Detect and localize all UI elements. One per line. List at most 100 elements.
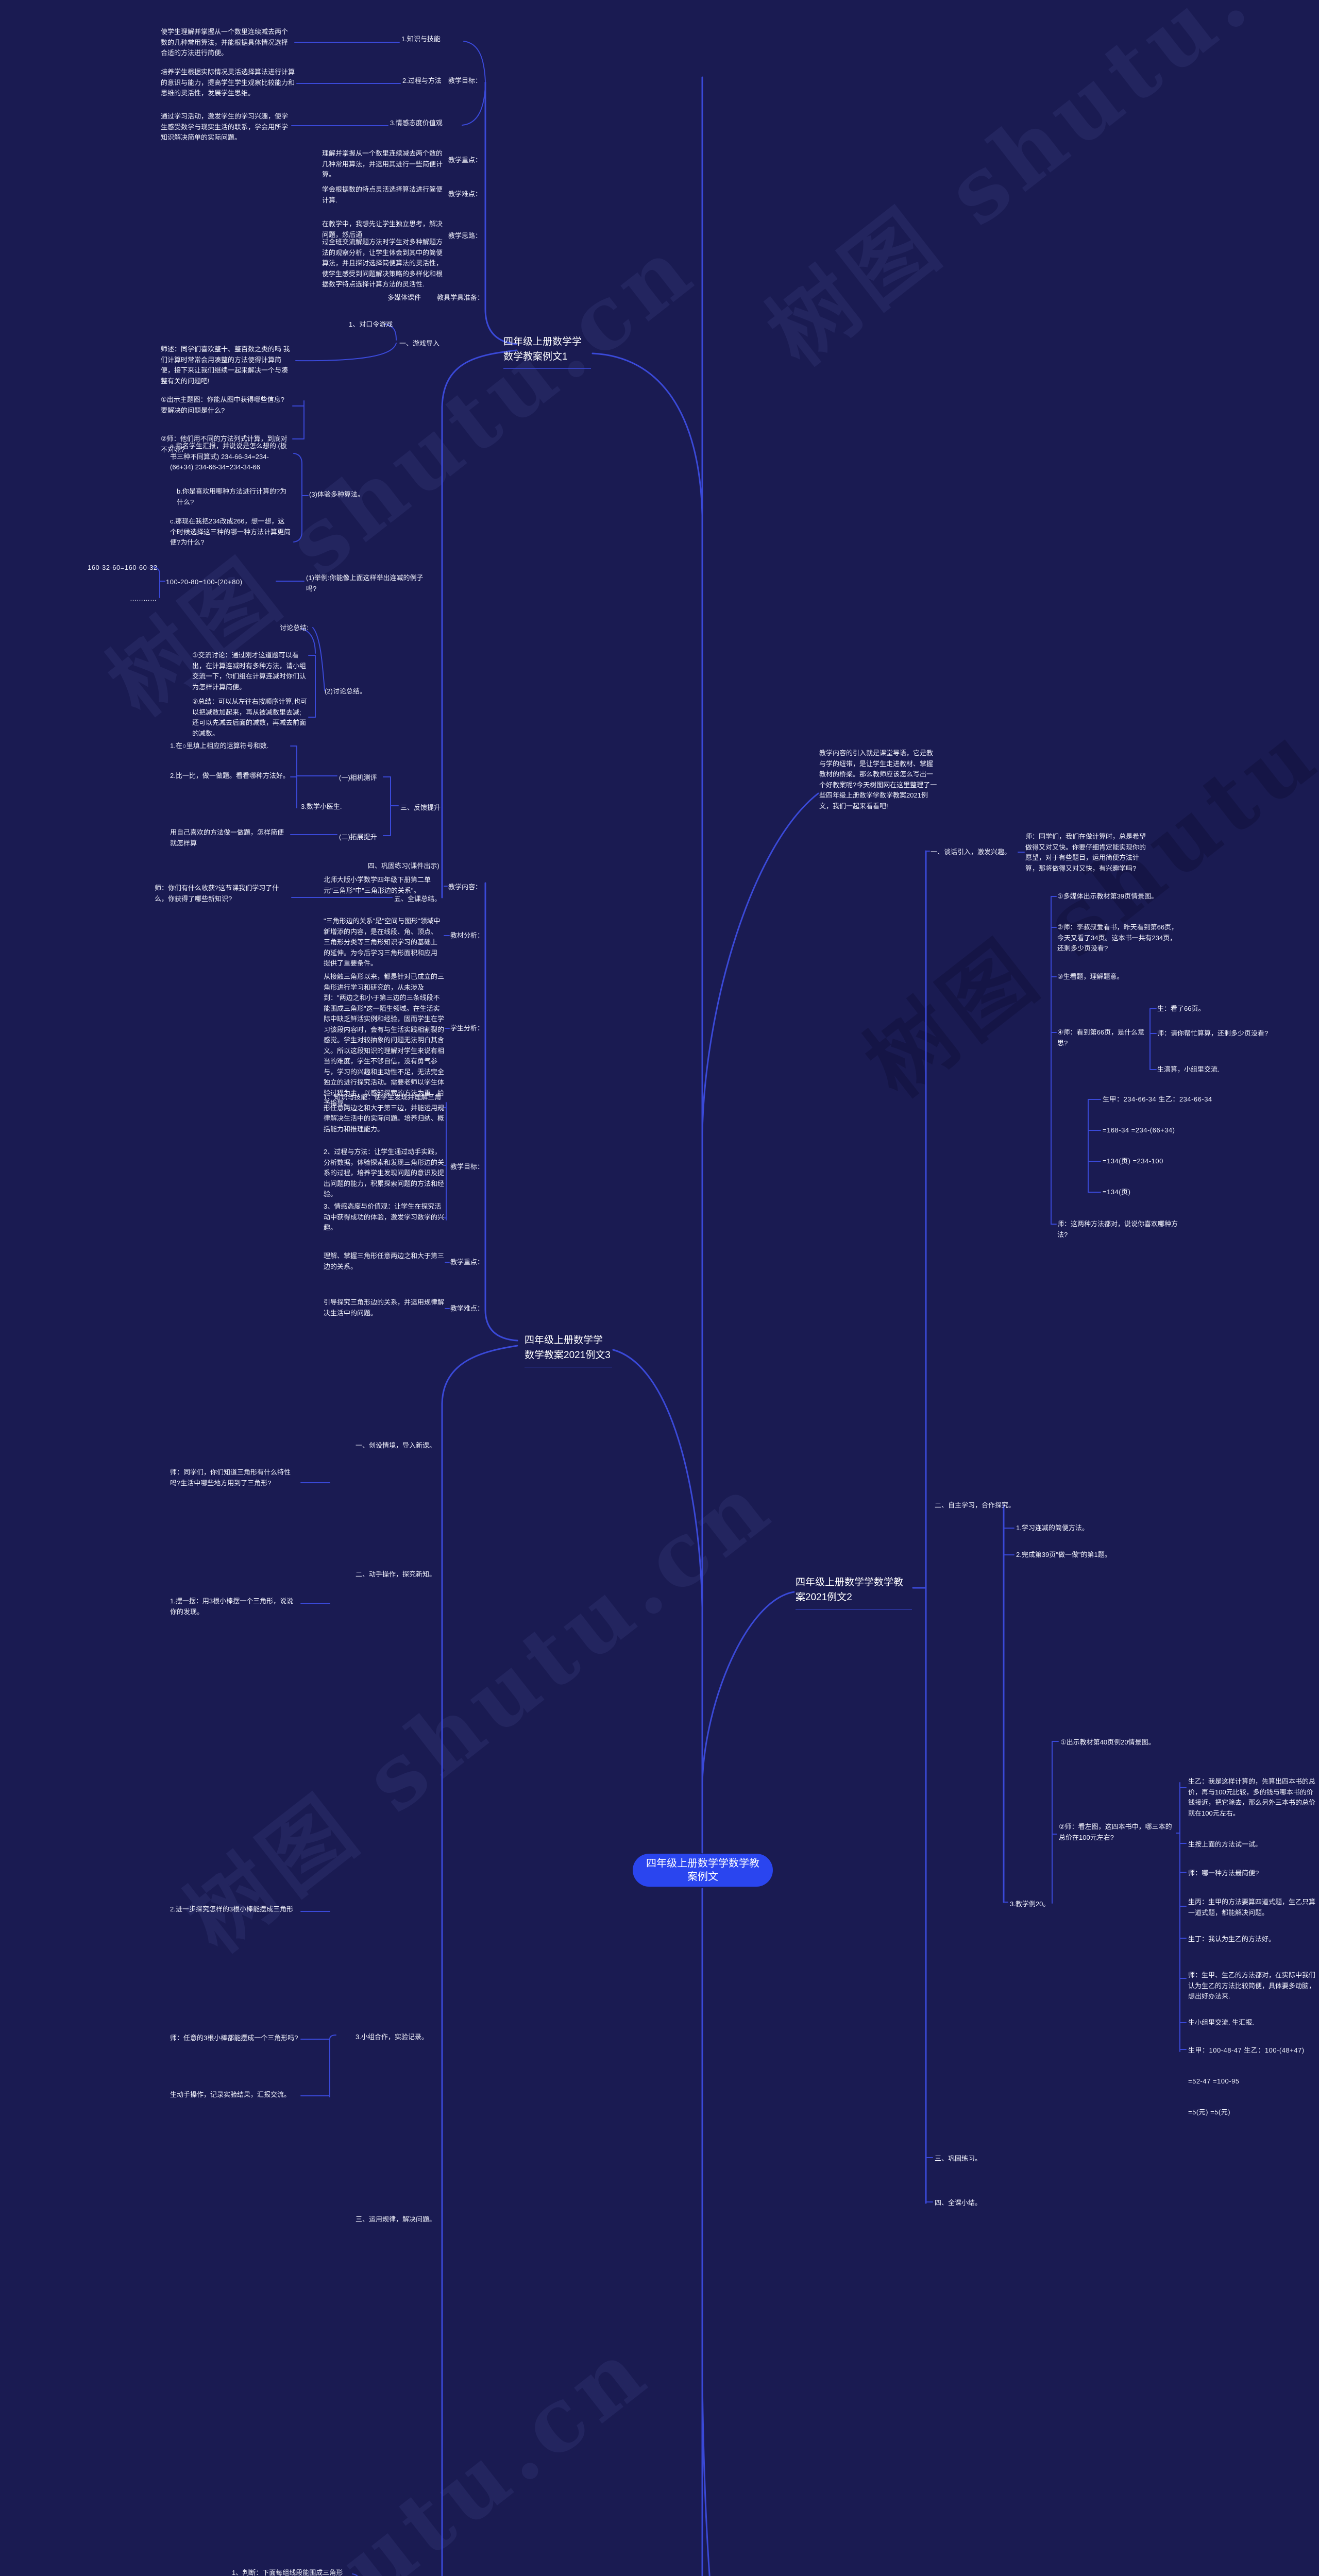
mindmap-node[interactable]: 3、情感态度与价值观：让学生在探究活动中获得成功的体验，激发学习数学的兴趣。	[324, 1202, 445, 1232]
mindmap-node[interactable]: 学生分析：	[450, 1024, 484, 1032]
mindmap-node[interactable]: 讨论总结:	[280, 624, 309, 632]
mindmap-node[interactable]: ①出示教材第40页例20情景图。	[1060, 1738, 1155, 1746]
mindmap-node[interactable]: ①交流讨论：通过刚才这道题可以看出，在计算连减时有多种方法，请小组交流一下，你们…	[192, 651, 307, 691]
mindmap-node[interactable]: 师述：同学们喜欢整十、整百数之类的吗 我们计算时常常会用凑整的方法使得计算简便，…	[161, 345, 290, 385]
mindmap-node[interactable]: 1、对口令游戏	[349, 320, 393, 328]
mindmap-node[interactable]: 师：哪一种方法最简便?	[1188, 1869, 1259, 1877]
mindmap-node[interactable]: 1、判断：下面每组线段能围成三角形吗?说说你的理由。	[232, 2569, 343, 2576]
mindmap-node[interactable]: 1.知识与技能	[401, 35, 441, 43]
mindmap-node[interactable]: 四、巩固练习(课件出示)	[368, 862, 439, 870]
mindmap-node[interactable]: "三角形边的关系"是"空间与图形"领域中新增添的内容，是在线段、角、顶点、三角形…	[324, 917, 441, 968]
mindmap-node[interactable]: 师：你们有什么收获?这节课我们学习了什么，你获得了哪些新知识?	[155, 884, 279, 903]
mindmap-node[interactable]: 教学内容：	[448, 883, 482, 891]
root-node[interactable]: 四年级上册数学学数学教案例文	[633, 1854, 773, 1887]
mindmap-node[interactable]: 师：这两种方法都对，说说你喜欢哪种方法?	[1057, 1220, 1178, 1239]
mindmap-node[interactable]: 生：看了66页。	[1157, 1005, 1205, 1012]
branch-node[interactable]: 四年级上册数学学数学教案2021例文2	[796, 1575, 912, 1609]
mindmap-node[interactable]: 师：同学们，我们在做计算时，总是希望做得又对又快。你要仔细肯定能实现你的愿望，对…	[1025, 833, 1146, 872]
branch-node[interactable]: 四年级上册数学学数学教案2021例文3	[525, 1333, 612, 1367]
mindmap-node[interactable]: ②总结：可以从左往右按顺序计算,也可以把减数加起来，再从被减数里去减;还可以先减…	[192, 698, 308, 737]
mindmap-node[interactable]: 二、自主学习，合作探究。	[935, 1501, 1016, 1509]
mindmap-node[interactable]: 生按上面的方法试一试。	[1188, 1840, 1262, 1848]
mindmap-node[interactable]: 3.情感态度价值观	[390, 119, 443, 127]
mindmap-node[interactable]: 培养学生根据实际情况灵活选择算法进行计算的意识与能力，提高学生学生观察比较能力和…	[161, 68, 295, 97]
mindmap-node[interactable]: 教学思路：	[448, 232, 482, 240]
mindmap-node[interactable]: 100-20-80=100-(20+80)	[166, 578, 243, 586]
mindmap-node[interactable]: 理解、掌握三角形任意两边之和大于第三边的关系。	[324, 1252, 445, 1270]
mindmap-node[interactable]: 一、谈话引入，激发兴趣。	[931, 848, 1011, 856]
mindmap-node[interactable]: 3.小组合作，实验记录。	[356, 2033, 428, 2041]
mindmap-node[interactable]: 1.学习连减的简便方法。	[1016, 1524, 1089, 1532]
mindmap-node[interactable]: 教学目标：	[448, 77, 482, 84]
mindmap-node[interactable]: 2、过程与方法：让学生通过动手实践，分析数据，体验探索和发现三角形边的关系的过程…	[324, 1148, 445, 1198]
mindmap-node[interactable]: 多媒体课件	[387, 294, 421, 301]
mindmap-node[interactable]: 学会根据数的特点灵活选择算法进行简便计算.	[322, 185, 443, 204]
mindmap-node[interactable]: 师：生甲、生乙的方法都对，在实际中我们认为生乙的方法比较简便，具体要多动脑，想出…	[1188, 1971, 1316, 2001]
mindmap-node[interactable]: 在教学中，我想先让学生独立思考，解决问题，然后通	[322, 220, 443, 239]
mindmap-node[interactable]: ③生看题，理解题意。	[1057, 973, 1124, 980]
mindmap-node[interactable]: 一、创设情境，导入新课。	[356, 1442, 436, 1449]
mindmap-node[interactable]: 3.教学例20。	[1010, 1900, 1050, 1908]
mindmap-node[interactable]: ①多媒体出示教材第39页情景图。	[1057, 892, 1158, 900]
mindmap-node[interactable]: (3)体验多种算法。	[309, 490, 364, 498]
mindmap-node[interactable]: 1、知识与技能：使学生发现并理解三角形任意两边之和大于第三边，并能运用规律解决生…	[324, 1093, 445, 1133]
mindmap-node[interactable]: 师：同学们，你们知道三角形有什么特性吗?生活中哪些地方用到了三角形?	[170, 1468, 291, 1487]
mindmap-node[interactable]: ①出示主题图：你能从图中获得哪些信息?要解决的问题是什么?	[161, 396, 284, 414]
mindmap-node[interactable]: 生丙：生甲的方法要算四道式题，生乙只算一道式题，都能解决问题。	[1188, 1898, 1316, 1917]
mindmap-node[interactable]: 理解并掌握从一个数里连续减去两个数的几种常用算法，并运用其进行一些简便计算。	[322, 149, 443, 179]
mindmap-node[interactable]: 2.完成第39页"做一做"的第1题。	[1016, 1551, 1111, 1558]
mindmap-node[interactable]: (一)相机测评	[339, 774, 377, 782]
mindmap-node[interactable]: 生演算，小组里交流.	[1157, 1065, 1220, 1073]
mindmap-node[interactable]: ②师：他们用不同的方法列式计算，到底对不对呢?	[161, 435, 288, 453]
mindmap-node[interactable]: =5(元) =5(元)	[1188, 2108, 1231, 2116]
mindmap-node[interactable]: 教学难点：	[450, 1304, 484, 1312]
mindmap-node[interactable]: c.那现在我把234改成266，想一想，这个时候选择这三种的哪一种方法计算更简便…	[170, 517, 291, 547]
mindmap-node[interactable]: 五、全课总结。	[394, 895, 442, 903]
mindmap-node[interactable]: (1)举例:你能像上面这样举出连减的例子吗?	[306, 574, 424, 592]
mindmap-node[interactable]: 三、反馈提升	[400, 804, 441, 811]
mindmap-node[interactable]: 生甲：234-66-34 生乙：234-66-34	[1103, 1095, 1212, 1103]
mindmap-node[interactable]: 师：请你帮忙算算，还剩多少页没看?	[1157, 1029, 1269, 1037]
mindmap-node[interactable]: 生甲：100-48-47 生乙：100-(48+47)	[1188, 2046, 1305, 2054]
mindmap-node[interactable]: 教材分析：	[450, 931, 484, 939]
mindmap-node[interactable]: …………	[130, 595, 157, 602]
mindmap-node[interactable]: 3.数学小医生.	[301, 803, 342, 810]
mindmap-node[interactable]: 从接触三角形以来，都是针对已成立的三角形进行学习和研究的，从未涉及到："两边之和…	[324, 973, 445, 1108]
mindmap-node[interactable]: =134(页)	[1103, 1188, 1131, 1196]
mindmap-node[interactable]: 通过学习活动，激发学生的学习兴趣，使学生感受数学与现实生活的联系，学会用所学知识…	[161, 112, 289, 142]
mindmap-node[interactable]: ②师：李叔叔爱看书，昨天看到第66页，今天又看了34页。这本书一共有234页，还…	[1057, 923, 1178, 953]
mindmap-node[interactable]: =52-47 =100-95	[1188, 2077, 1240, 2085]
mindmap-node[interactable]: 2.进一步探究怎样的3根小棒能摆成三角形	[170, 1905, 294, 1913]
mindmap-node[interactable]: (二)拓展提升	[339, 833, 377, 841]
mindmap-node[interactable]: 教学难点：	[448, 190, 482, 198]
mindmap-node[interactable]: 2.比一比，做一做题。看看哪种方法好。	[170, 772, 290, 779]
mindmap-node[interactable]: 1.在○里填上相应的运算符号和数.	[170, 742, 269, 750]
mindmap-node[interactable]: 用自己喜欢的方法做一做题，怎样简便就怎样算	[170, 828, 284, 847]
mindmap-node[interactable]: 过全班交流解题方法时学生对多种解题方法的观察分析，让学生体会到其中的简便算法，并…	[322, 238, 443, 289]
mindmap-node[interactable]: ④师：看到第66页，是什么意思?	[1057, 1028, 1145, 1047]
mindmap-node[interactable]: 1.摆一摆：用3根小棒摆一个三角形，说说你的发现。	[170, 1597, 294, 1616]
mindmap-node[interactable]: 教学重点：	[450, 1258, 484, 1266]
mindmap-node[interactable]: 师：任意的3根小棒都能摆成一个三角形吗?	[170, 2034, 298, 2042]
mindmap-node[interactable]: 一、游戏导入	[399, 340, 440, 347]
mindmap-node[interactable]: 生小组里交流. 生汇报.	[1188, 2019, 1254, 2026]
mindmap-node[interactable]: 三、运用规律，解决问题。	[356, 2215, 436, 2223]
mindmap-node[interactable]: 四、全课小结。	[935, 2199, 982, 2207]
mindmap-node[interactable]: 使学生理解并掌握从一个数里连续减去两个数的几种常用算法，并能根据具体情况选择合适…	[161, 28, 289, 57]
mindmap-node[interactable]: 教学重点：	[448, 156, 482, 164]
mindmap-node[interactable]: 教学目标：	[450, 1163, 484, 1171]
branch-node[interactable]: 四年级上册数学学数学教案例文1	[503, 335, 591, 369]
mindmap-node[interactable]: =168-34 =234-(66+34)	[1103, 1126, 1175, 1134]
mindmap-node[interactable]: =134(页) =234-100	[1103, 1157, 1163, 1165]
mindmap-node[interactable]: 生动手操作，记录实验结果，汇报交流。	[170, 2091, 291, 2098]
mindmap-node[interactable]: b.你是喜欢用哪种方法进行计算的?为什么?	[177, 487, 287, 506]
mindmap-node[interactable]: 生乙：我是这样计算的，先算出四本书的总价，再与100元比较，多的钱与哪本书的价钱…	[1188, 1777, 1316, 1817]
mindmap-node[interactable]: 生丁：我认为生乙的方法好。	[1188, 1935, 1276, 1943]
mindmap-node[interactable]: 教学内容的引入就是课堂导语，它是教与学的纽带，是让学生走进教材、掌握教材的桥梁。…	[819, 749, 937, 810]
mindmap-node[interactable]: 160-32-60=160-60-32	[88, 564, 158, 571]
mindmap-node[interactable]: a.指名学生汇报，并说说是怎么想的.(板书三种不同算式) 234-66-34=2…	[170, 442, 287, 471]
mindmap-node[interactable]: (2)讨论总结。	[325, 687, 366, 695]
mindmap-node[interactable]: 教具学具准备：	[437, 294, 484, 301]
mindmap-node[interactable]: 引导探究三角形边的关系，并运用规律解决生活中的问题。	[324, 1298, 445, 1317]
mindmap-node[interactable]: 2.过程与方法	[402, 77, 442, 84]
